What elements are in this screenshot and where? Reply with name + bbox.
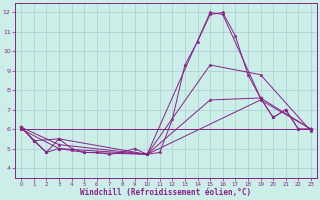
X-axis label: Windchill (Refroidissement éolien,°C): Windchill (Refroidissement éolien,°C) xyxy=(80,188,252,197)
